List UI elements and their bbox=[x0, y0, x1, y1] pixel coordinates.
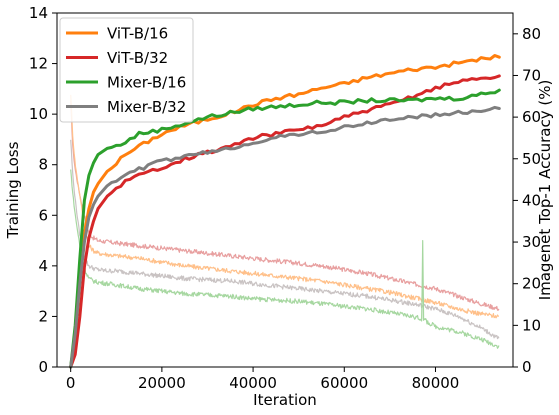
right-y-tick-label: 60 bbox=[522, 108, 541, 126]
accuracy-curves bbox=[69, 54, 501, 369]
right-y-tick-label: 30 bbox=[522, 233, 541, 251]
accuracy-line-mixer-b-16 bbox=[69, 88, 501, 369]
accuracy-line-mixer-b-32 bbox=[69, 105, 501, 369]
left-y-tick-label: 10 bbox=[29, 105, 48, 123]
right-y-tick-label: 0 bbox=[522, 358, 532, 376]
x-tick-label: 0 bbox=[66, 374, 76, 392]
x-tick-label: 40000 bbox=[229, 374, 277, 392]
right-y-tick-label: 70 bbox=[522, 66, 541, 84]
left-y-tick-label: 8 bbox=[38, 156, 48, 174]
legend-item: ViT-B/32 bbox=[66, 49, 168, 67]
legend-item: ViT-B/16 bbox=[66, 25, 168, 43]
left-y-tick-label: 0 bbox=[38, 358, 48, 376]
right-y-tick-label: 80 bbox=[522, 25, 541, 43]
accuracy-line-vit-b-32 bbox=[69, 74, 501, 369]
x-tick-label: 60000 bbox=[320, 374, 368, 392]
plot-frame bbox=[56, 12, 514, 368]
loss-curve-1 bbox=[70, 94, 499, 319]
x-tick-label: 80000 bbox=[412, 374, 460, 392]
x-tick-label: 20000 bbox=[138, 374, 186, 392]
loss-curves bbox=[70, 94, 500, 349]
right-y-tick-label: 20 bbox=[522, 275, 541, 293]
left-y-tick-label: 2 bbox=[38, 307, 48, 325]
legend-label: ViT-B/32 bbox=[107, 49, 168, 67]
left-y-axis-title: Training Loss bbox=[4, 141, 22, 239]
left-y-tick-label: 14 bbox=[29, 4, 48, 22]
right-y-tick-label: 40 bbox=[522, 191, 541, 209]
legend: ViT-B/16 ViT-B/32 Mixer-B/16 Mixer-B/32 bbox=[59, 17, 194, 123]
right-y-tick-label: 10 bbox=[522, 316, 541, 334]
x-axis-title: Iteration bbox=[253, 391, 317, 409]
loss-curve-0 bbox=[70, 100, 500, 311]
legend-item: Mixer-B/16 bbox=[66, 74, 186, 92]
right-y-tick-label: 50 bbox=[522, 150, 541, 168]
legend-item: Mixer-B/32 bbox=[66, 98, 186, 116]
loss-curve-2 bbox=[70, 139, 500, 340]
legend-label: Mixer-B/16 bbox=[107, 74, 186, 92]
right-y-axis-title: Imagenet Top-1 Accuracy (%) bbox=[536, 80, 554, 301]
legend-label: ViT-B/16 bbox=[107, 25, 168, 43]
loss-curve-3 bbox=[70, 169, 500, 349]
left-y-tick-label: 12 bbox=[29, 55, 48, 73]
left-y-tick-label: 6 bbox=[38, 206, 48, 224]
legend-box bbox=[59, 17, 194, 123]
left-y-tick-label: 4 bbox=[38, 257, 48, 275]
axes: 0 20000 40000 60000 80000 0 2 4 6 8 10 12 14 0 10 20 30 4… bbox=[29, 4, 541, 392]
legend-label: Mixer-B/32 bbox=[107, 98, 186, 116]
accuracy-line-vit-b-16 bbox=[69, 54, 501, 369]
